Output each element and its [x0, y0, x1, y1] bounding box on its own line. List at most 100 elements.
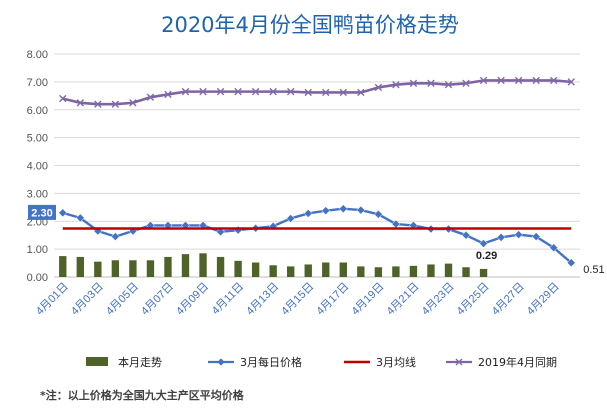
legend-label: 本月走势: [118, 355, 162, 369]
x-marker: [59, 94, 67, 103]
x-marker: [374, 83, 383, 92]
bar: [94, 261, 102, 277]
diamond-marker: [58, 208, 68, 218]
x-tick-label: 4月27日: [490, 281, 527, 318]
x-marker: [269, 87, 277, 96]
bar: [269, 265, 277, 277]
bar: [322, 262, 330, 277]
data-label: 2.30: [31, 207, 52, 219]
diamond-marker: [374, 209, 383, 219]
legend-diamond: [217, 358, 225, 366]
line-series: [58, 76, 576, 268]
x-tick-label: 4月29日: [525, 281, 562, 318]
footnote: *注：以上价格为全国九大主产区平均价格: [40, 388, 245, 402]
x-tick-label: 4月25日: [455, 281, 492, 318]
bar: [339, 262, 347, 277]
x-marker: [287, 87, 295, 96]
x-tick-label: 4月03日: [69, 281, 106, 318]
x-marker: [251, 87, 260, 96]
x-marker: [444, 80, 453, 89]
x-marker: [164, 90, 172, 99]
x-tick-label: 4月17日: [314, 281, 351, 318]
y-tick-label: 8.00: [27, 49, 48, 61]
diamond-marker: [75, 213, 85, 223]
bar-series: [59, 253, 488, 277]
y-tick-label: 5.00: [27, 133, 48, 145]
diamond-marker: [286, 214, 296, 223]
legend-x-marker: [455, 358, 463, 366]
bar: [374, 267, 383, 277]
x-tick-label: 4月05日: [104, 281, 141, 318]
x-marker: [216, 87, 225, 96]
x-marker: [392, 80, 400, 89]
legend-label: 2019年4月同期: [478, 355, 557, 369]
x-marker: [462, 79, 470, 87]
x-marker: [129, 99, 137, 107]
x-tick-label: 4月19日: [349, 281, 386, 318]
diamond-marker: [321, 206, 331, 216]
bar: [234, 260, 242, 277]
bar: [216, 256, 225, 277]
diamond-marker: [111, 232, 120, 241]
x-marker: [532, 76, 540, 85]
x-marker: [304, 88, 312, 97]
diamond-marker: [549, 243, 559, 253]
x-marker: [339, 88, 347, 97]
x-marker: [94, 100, 102, 108]
x-marker: [567, 78, 575, 86]
bar: [304, 264, 312, 277]
bar: [392, 266, 400, 277]
bar: [111, 260, 120, 277]
x-marker: [479, 76, 488, 85]
x-tick-label: 4月21日: [385, 281, 422, 318]
bar: [76, 256, 84, 277]
diamond-marker: [496, 233, 506, 242]
data-label: 0.29: [476, 250, 497, 262]
y-tick-label: 3.00: [27, 188, 48, 200]
x-marker: [322, 88, 330, 97]
bar: [164, 256, 172, 277]
y-tick-label: 0.00: [27, 272, 48, 284]
x-marker: [146, 93, 155, 101]
legend-swatch-bar: [86, 357, 108, 366]
y-tick-label: 6.00: [27, 105, 48, 117]
diamond-marker: [531, 232, 541, 241]
x-marker: [550, 76, 558, 85]
legend: 本月走势 3月每日价格 3月均线 2019年4月同期: [86, 355, 557, 369]
x-tick-label: 4月13日: [244, 281, 281, 318]
x-marker: [76, 99, 84, 107]
x-tick-label: 4月09日: [174, 281, 211, 318]
diamond-marker: [479, 239, 488, 248]
x-tick-label: 4月07日: [139, 281, 176, 318]
bar: [146, 260, 155, 277]
y-axis: 0.001.002.003.004.005.006.007.008.00: [27, 49, 48, 284]
x-tick-label: 4月01日: [34, 281, 71, 318]
data-label: 0.51: [583, 264, 604, 276]
x-marker: [427, 79, 435, 87]
y-tick-label: 7.00: [27, 77, 48, 89]
diamond-marker: [303, 209, 313, 218]
x-marker: [357, 88, 365, 97]
bar: [427, 264, 435, 277]
x-marker: [409, 79, 418, 87]
bar: [59, 256, 67, 277]
bar: [409, 265, 418, 277]
x-tick-label: 4月15日: [279, 281, 316, 318]
x-marker: [514, 76, 523, 85]
data-labels: 2.30 0.29 0.51: [28, 204, 605, 276]
bar: [129, 260, 137, 277]
legend-label: 3月每日价格: [240, 355, 302, 369]
data-label-box: [28, 204, 56, 220]
x-marker: [181, 87, 190, 96]
grid-lines: [54, 53, 580, 278]
x-tick-label: 4月11日: [210, 281, 246, 317]
bar: [287, 266, 295, 277]
diamond-marker: [461, 230, 471, 240]
series-line-2019: [62, 79, 572, 106]
diamond-marker: [268, 221, 278, 231]
x-marker: [234, 87, 242, 96]
bar: [444, 263, 453, 277]
x-marker: [497, 76, 505, 85]
bar: [357, 266, 365, 277]
